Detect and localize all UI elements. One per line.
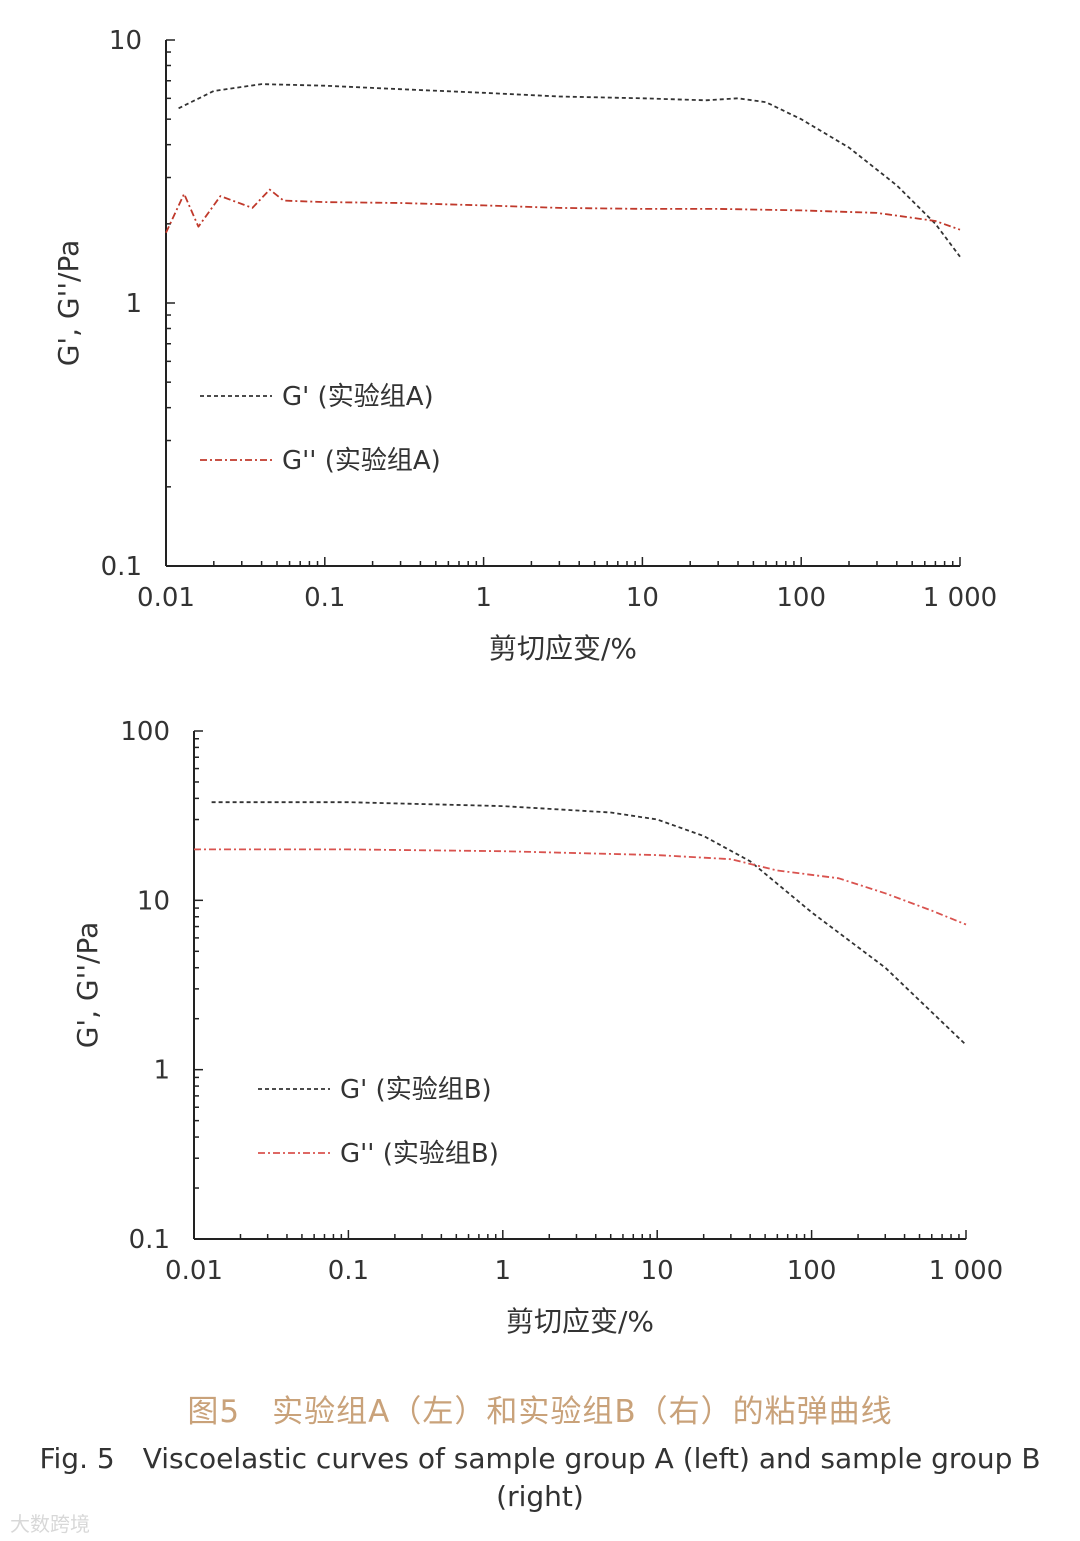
y-tick-label: 100 [120,717,170,747]
x-tick-label: 10 [626,583,659,613]
y-tick-label: 1 [125,289,142,319]
y-axis-title: G', G''/Pa [71,922,104,1049]
x-tick-label: 1 000 [923,583,997,613]
series-line [211,801,967,1046]
x-tick-label: 0.01 [137,583,195,613]
y-tick-label: 0.1 [101,552,142,582]
y-tick-label: 1 [153,1056,170,1086]
series-line [165,188,961,234]
x-tick-label: 1 [475,583,492,613]
x-tick-label: 100 [787,1256,837,1286]
series-line [178,83,961,258]
legend-label: G' (实验组B) [340,1075,492,1105]
figure-caption-english: Fig. 5 Viscoelastic curves of sample gro… [39,1442,1041,1513]
legend-label: G'' (实验组A) [282,446,441,476]
x-axis-title: 剪切应变/% [489,632,637,665]
series-line [194,848,967,926]
x-tick-label: 0.1 [304,583,345,613]
x-tick-label: 100 [776,583,826,613]
watermark-logo: 大数跨境 [10,1512,90,1536]
x-axis-title: 剪切应变/% [506,1305,654,1338]
x-tick-label: 1 [495,1256,512,1286]
x-tick-label: 0.1 [328,1256,369,1286]
legend-label: G' (实验组A) [282,382,434,412]
figure-caption-chinese: 图5 实验组A（左）和实验组B（右）的粘弹曲线 [187,1394,893,1430]
y-tick-label: 0.1 [129,1225,170,1255]
x-tick-label: 0.01 [165,1256,223,1286]
y-axis-title: G', G''/Pa [52,240,85,367]
legend-label: G'' (实验组B) [340,1139,499,1169]
x-tick-label: 1 000 [929,1256,1003,1286]
y-tick-label: 10 [137,886,170,916]
y-tick-label: 10 [109,26,142,56]
x-tick-label: 10 [641,1256,674,1286]
